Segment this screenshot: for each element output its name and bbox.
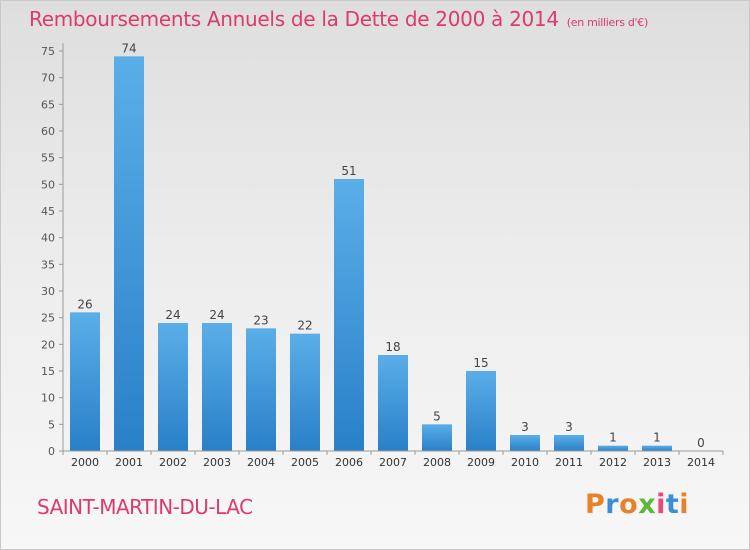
logo-letter: t	[665, 489, 680, 520]
x-tick-label-2007: 2007	[379, 456, 407, 469]
bar-2010	[510, 435, 540, 451]
bar-2013	[642, 445, 672, 451]
value-label-2002: 24	[165, 308, 180, 322]
bar-2005	[290, 333, 320, 451]
y-tick-label: 55	[41, 152, 55, 165]
x-tick-label-2014: 2014	[687, 456, 715, 469]
chart-title: Remboursements Annuels de la Dette de 20…	[29, 7, 648, 31]
logo-letter: x	[638, 489, 657, 520]
value-label-2000: 26	[77, 297, 92, 311]
x-tick-label-2011: 2011	[555, 456, 583, 469]
title-text: Remboursements Annuels de la Dette de 20…	[29, 7, 559, 31]
y-tick-label: 40	[41, 232, 55, 245]
x-tick-label-2012: 2012	[599, 456, 627, 469]
x-tick-label-2008: 2008	[423, 456, 451, 469]
value-label-2006: 51	[341, 164, 356, 178]
y-tick-label: 75	[41, 45, 55, 58]
y-tick-label: 50	[41, 178, 55, 191]
y-tick-label: 20	[41, 338, 55, 351]
proxiti-logo[interactable]: Proxiti	[585, 489, 689, 520]
y-tick-label: 70	[41, 72, 55, 85]
x-tick-label-2010: 2010	[511, 456, 539, 469]
y-tick-label: 65	[41, 98, 55, 111]
x-tick-label-2000: 2000	[71, 456, 99, 469]
y-tick-label: 0	[48, 445, 55, 458]
value-label-2007: 18	[385, 340, 400, 354]
y-tick-label: 35	[41, 258, 55, 271]
bar-2002	[158, 323, 188, 451]
value-label-2012: 1	[609, 431, 617, 445]
bars: 26 74 24 24 23 22 51 18 5 15 3 3 1 1 0	[70, 41, 705, 451]
y-tick-label: 10	[41, 392, 55, 405]
bar-2009	[466, 371, 496, 451]
value-label-2004: 23	[253, 313, 268, 327]
value-label-2008: 5	[433, 409, 441, 423]
bar-2011	[554, 435, 584, 451]
chart-subtitle: (en milliers d'€)	[566, 16, 648, 29]
x-tick-label-2001: 2001	[115, 456, 143, 469]
value-label-2011: 3	[565, 420, 573, 434]
x-tick-label-2002: 2002	[159, 456, 187, 469]
x-axis: 2000 2001 2002 2003 2004 2005 2006 2007 2008 2009…	[62, 450, 724, 469]
value-label-2001: 74	[121, 41, 136, 55]
bar-2004	[246, 328, 276, 451]
y-axis: 0 5 10 15 20 25 30 35 40 45 50 55 60 65 70 75	[41, 43, 64, 458]
logo-letter: i	[656, 489, 666, 520]
bar-2003	[202, 323, 232, 451]
value-label-2009: 15	[473, 356, 488, 370]
x-tick-label-2013: 2013	[643, 456, 671, 469]
value-label-2005: 22	[297, 319, 312, 333]
bar-2006	[334, 179, 364, 451]
y-tick-label: 60	[41, 125, 55, 138]
x-tick-label-2006: 2006	[335, 456, 363, 469]
x-tick-label-2004: 2004	[247, 456, 275, 469]
bar-2001	[114, 56, 144, 451]
bar-2000	[70, 312, 100, 451]
y-tick-label: 15	[41, 365, 55, 378]
value-label-2014: 0	[697, 436, 705, 450]
x-tick-label-2003: 2003	[203, 456, 231, 469]
bar-2012	[598, 445, 628, 451]
logo-letter: i	[679, 489, 690, 520]
bar-2008	[422, 424, 452, 451]
value-label-2003: 24	[209, 308, 224, 322]
y-tick-label: 45	[41, 205, 55, 218]
x-tick-label-2005: 2005	[291, 456, 319, 469]
commune-name: SAINT-MARTIN-DU-LAC	[37, 495, 253, 519]
y-tick-label: 30	[41, 285, 55, 298]
y-tick-label: 5	[48, 418, 55, 431]
logo-letter: r	[605, 489, 620, 520]
logo-letter: P	[585, 489, 606, 520]
logo-letter: o	[619, 489, 639, 520]
value-label-2010: 3	[521, 420, 529, 434]
y-tick-label: 25	[41, 312, 55, 325]
bar-2007	[378, 355, 408, 451]
x-tick-label-2009: 2009	[467, 456, 495, 469]
value-label-2013: 1	[653, 431, 661, 445]
